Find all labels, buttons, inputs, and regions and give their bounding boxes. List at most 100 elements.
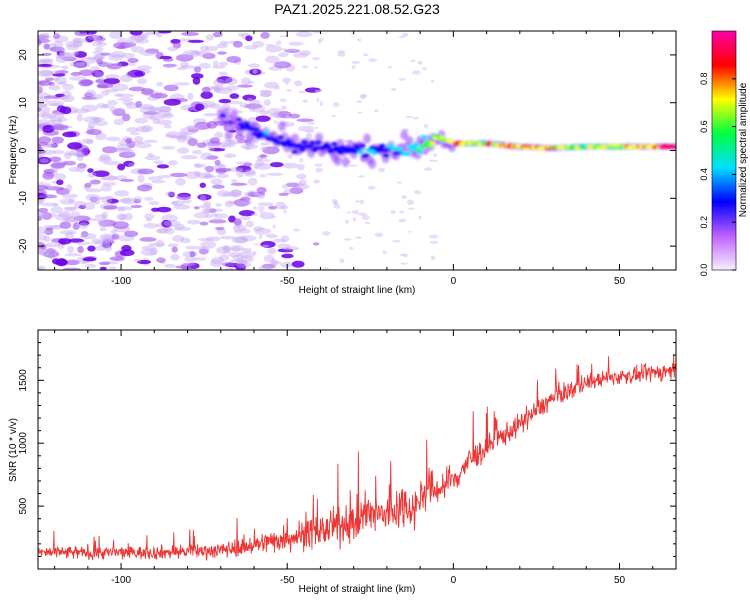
spectrogram-noise-blob [144,196,154,201]
spectrogram-noise-blob [188,125,202,132]
spectrogram-noise-blob [38,39,42,46]
spectrogram-noise-speck [392,239,401,243]
spectrogram-noise-blob [41,52,52,57]
spectrogram-noise-blob [56,50,65,57]
spectrogram-noise-blob [72,62,91,69]
spectrogram-noise-blob [224,200,234,208]
spectrogram-noise-blob [68,238,85,243]
spectrogram-noise-blob [56,258,67,266]
spectrogram-noise-blob [204,207,213,215]
spectrogram-noise-blob [100,176,108,181]
spectrogram-noise-blob [168,135,187,139]
spectrogram-noise-blob [65,259,80,266]
spectrogram-ridge-cell [237,122,244,127]
spectrogram-noise-blob [127,57,139,64]
spectrogram-noise-blob [66,184,73,192]
spectrogram-noise-blob [50,206,63,214]
spectrogram-noise-blob [91,117,105,121]
spectrogram-noise-blob [92,50,103,55]
spectrogram-noise-blob [97,82,114,89]
spectrogram-noise-speck [339,258,345,263]
spectrogram-noise-blob [223,124,235,132]
spectrogram-noise-blob [265,44,283,53]
spectrogram-noise-blob [153,160,164,165]
spectrogram-noise-blob [232,224,247,232]
spectrogram-noise-blob [148,106,160,111]
spectrogram-noise-speck [430,255,436,261]
spectrogram-noise-speck [281,184,289,189]
spectrogram-noise-blob [41,212,57,218]
spectrogram-noise-blob [161,219,172,228]
spectrogram-noise-blob [190,50,200,58]
spectrogram-noise-blob [92,35,101,40]
spectrogram-noise-blob [193,163,202,168]
spectrogram-noise-blob [198,246,210,255]
spectrogram-noise-blob [103,160,121,166]
spectrogram-noise-blob [117,97,134,102]
spectrogram-noise-blob [228,252,242,258]
spectrogram-noise-blob [130,46,145,53]
spectrogram-noise-blob [73,60,88,68]
spectrogram-noise-blob [104,88,118,93]
spectrogram-noise-blob [176,134,188,143]
spectrogram-noise-speck [355,236,362,240]
spectrogram-noise-blob [117,93,135,98]
spectrogram-noise-speck [273,120,278,124]
spectrogram-noise-blob [116,143,129,151]
spectrogram-noise-blob [91,238,102,245]
spectrogram-noise-blob [268,205,277,210]
spectrogram-noise-blob [156,105,172,113]
spectrogram-noise-blob [40,202,58,207]
spectrogram-noise-blob [259,110,269,115]
spectrogram-noise-blob [185,125,195,130]
spectrogram-noise-blob [196,142,207,148]
spectrogram-noise-blob [240,77,251,86]
spectrogram-ridge-halo [291,133,300,144]
spectrogram-noise-blob [100,184,112,192]
spectrogram-noise-blob [199,204,212,209]
spectrogram-noise-blob [201,208,211,214]
spectrogram-noise-blob [101,196,113,204]
spectrogram-noise-blob [259,174,266,178]
spectrogram-noise-blob [199,182,206,188]
spectrogram-noise-blob [216,190,231,197]
spectrogram-noise-blob [186,219,201,225]
spectrogram-noise-blob [293,52,309,58]
spectrogram-noise-blob [223,142,233,147]
spectrogram-noise-blob [91,41,108,47]
spectrogram-noise-blob [130,204,143,209]
spectrogram-ridge-cell [396,147,404,152]
spectrogram-noise-blob [65,152,82,156]
spectrogram-ridge-halo [362,133,371,144]
spectrogram-noise-blob [193,51,202,55]
spectrogram-noise-blob [99,266,107,270]
spectrogram-noise-blob [109,105,116,113]
spectrogram-noise-blob [52,33,61,39]
spectrogram-noise-blob [114,93,123,97]
spectrogram-noise-blob [222,245,232,254]
spectrogram-noise-blob [65,40,82,48]
spectrogram-noise-blob [59,198,74,205]
spectrogram-noise-blob [44,77,55,82]
spectrogram-noise-blob [280,205,289,210]
spectrogram-noise-blob [228,201,235,205]
spectrogram-noise-speck [359,94,367,100]
spectrogram-noise-blob [98,156,112,163]
spectrogram-noise-speck [390,210,396,215]
spectrogram-noise-blob [251,104,266,113]
spectrogram-noise-blob [167,46,178,52]
spectrogram-noise-blob [38,248,51,256]
spectrogram-noise-blob [294,80,303,87]
spectrogram-noise-blob [143,222,158,229]
spectrogram-noise-blob [82,116,101,123]
spectrogram-noise-blob [214,159,221,166]
spectrogram-noise-blob [237,84,253,88]
spectrogram-noise-blob [150,92,168,99]
spectrogram-noise-speck [305,129,315,134]
spectrogram-noise-blob [41,111,53,120]
spectrogram-noise-speck [429,234,439,239]
spectrogram-noise-blob [204,173,212,179]
spectrogram-noise-blob [291,260,305,268]
spectrogram-noise-speck [408,230,412,233]
spectrogram-noise-blob [48,84,61,91]
